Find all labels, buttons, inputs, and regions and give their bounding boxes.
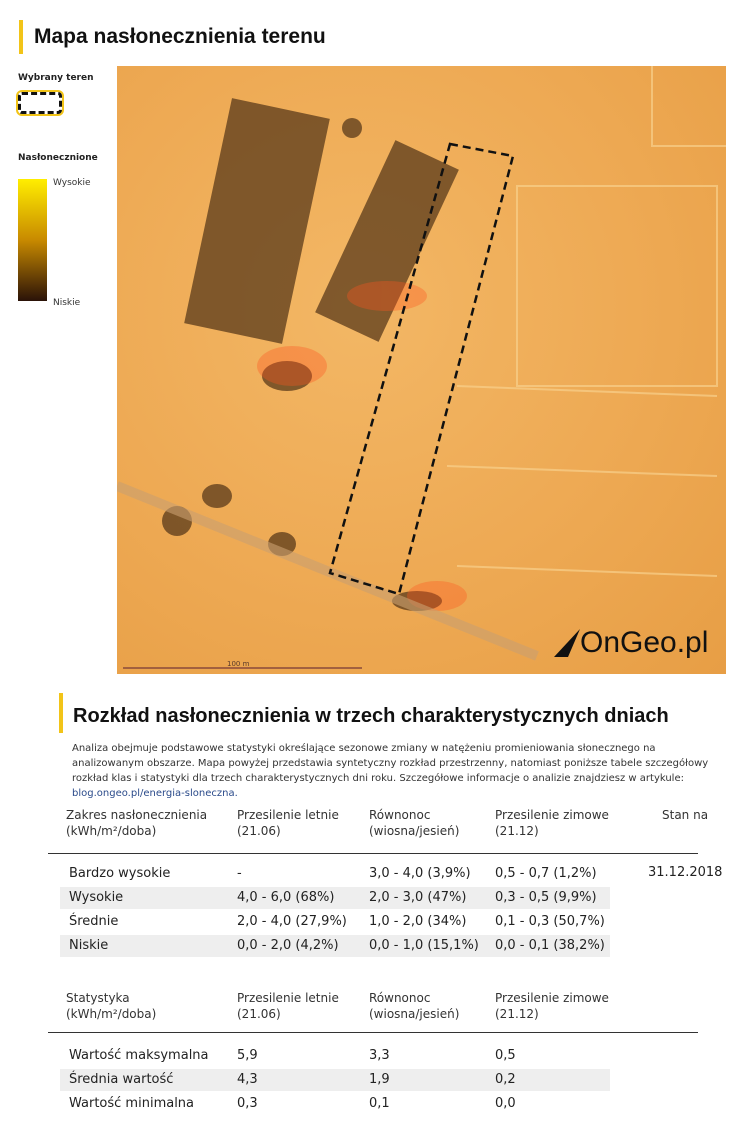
table-cell: -	[237, 866, 242, 881]
ongeo-logo: OnGeo.pl	[554, 626, 708, 660]
column-header: Równonoc (wiosna/jesień)	[369, 991, 460, 1021]
table-row: Niskie 0,0 - 2,0 (4,2%) 0,0 - 1,0 (15,1%) 0…	[60, 935, 610, 957]
table-cell: 4,0 - 6,0 (68%)	[237, 890, 335, 905]
table-cell: Wysokie	[69, 890, 124, 905]
table-cell: 4,3	[237, 1072, 258, 1087]
section-description: Analiza obejmuje podstawowe statystyki o…	[72, 743, 709, 799]
logo-arrow-icon	[554, 629, 580, 657]
column-header: Równonoc (wiosna/jesień)	[369, 808, 460, 838]
title-accent	[19, 20, 23, 54]
table-cell: 2,0 - 3,0 (47%)	[369, 890, 467, 905]
column-header: Przesilenie zimowe (21.12)	[495, 808, 609, 838]
table-row: Średnie 2,0 - 4,0 (27,9%) 1,0 - 2,0 (34%) 0…	[60, 911, 610, 933]
table-cell: 0,1	[369, 1096, 390, 1111]
table-cell: Wartość minimalna	[69, 1096, 195, 1111]
table-cell: 0,3	[237, 1096, 258, 1111]
selection-swatch	[18, 92, 62, 114]
table-cell: Niskie	[69, 938, 109, 953]
column-header: Przesilenie letnie (21.06)	[237, 808, 339, 838]
column-header: Przesilenie zimowe (21.12)	[495, 991, 609, 1021]
table-row: Średnia wartość 4,3 1,9 0,2	[60, 1069, 610, 1091]
sun-gradient-scale	[18, 179, 47, 301]
table-cell: 0,3 - 0,5 (9,9%)	[495, 890, 597, 905]
table-cell: 0,2	[495, 1072, 516, 1087]
section-title: Rozkład nasłonecznienia w trzech charakt…	[73, 705, 669, 727]
table-cell: 2,0 - 4,0 (27,9%)	[237, 914, 347, 929]
table-cell: Średnie	[69, 914, 119, 929]
table-row: Wysokie 4,0 - 6,0 (68%) 2,0 - 3,0 (47%) 0,3…	[60, 887, 610, 909]
legend-sun-label: Nasłonecznione	[18, 153, 98, 163]
table-cell: 0,0 - 1,0 (15,1%)	[369, 938, 479, 953]
column-header: Stan na	[662, 808, 709, 822]
legend-selected-label: Wybrany teren	[18, 73, 94, 83]
insolation-map[interactable]: 100 m OnGeo.pl	[117, 66, 726, 674]
table-cell: Bardzo wysokie	[69, 866, 171, 881]
section-accent	[59, 693, 63, 733]
page-title: Mapa nasłonecznienia terenu	[34, 25, 326, 48]
column-header: Przesilenie letnie (21.06)	[237, 991, 339, 1021]
selected-area-outline	[328, 142, 515, 596]
table-cell: 3,3	[369, 1048, 390, 1063]
map-scale-label: 100 m	[227, 660, 250, 668]
table2-divider	[48, 1032, 698, 1033]
table-row: Wartość maksymalna 5,9 3,3 0,5	[60, 1045, 610, 1067]
table-row: Wartość minimalna 0,3 0,1 0,0	[60, 1093, 610, 1115]
table-cell: 1,0 - 2,0 (34%)	[369, 914, 467, 929]
table-cell: 0,1 - 0,3 (50,7%)	[495, 914, 605, 929]
table-cell: 0,5	[495, 1048, 516, 1063]
table-cell: 3,0 - 4,0 (3,9%)	[369, 866, 471, 881]
legend-high: Wysokie	[53, 178, 91, 188]
table1-divider	[48, 853, 698, 854]
table-cell: 5,9	[237, 1048, 258, 1063]
table-cell: Wartość maksymalna	[69, 1048, 209, 1063]
table-cell: 0,0 - 0,1 (38,2%)	[495, 938, 605, 953]
status-date: 31.12.2018	[648, 865, 723, 880]
table-cell: 1,9	[369, 1072, 390, 1087]
article-link[interactable]: blog.ongeo.pl/energia-sloneczna.	[72, 788, 238, 799]
table-cell: 0,0	[495, 1096, 516, 1111]
table-cell: 0,5 - 0,7 (1,2%)	[495, 866, 597, 881]
table-cell: 0,0 - 2,0 (4,2%)	[237, 938, 339, 953]
column-header: Statystyka (kWh/m²/doba)	[66, 991, 157, 1021]
table-row: Bardzo wysokie - 3,0 - 4,0 (3,9%) 0,5 - 0,7…	[60, 863, 610, 885]
column-header: Zakres nasłonecznienia (kWh/m²/doba)	[66, 808, 208, 838]
table-cell: Średnia wartość	[69, 1072, 174, 1087]
legend-low: Niskie	[53, 298, 81, 308]
